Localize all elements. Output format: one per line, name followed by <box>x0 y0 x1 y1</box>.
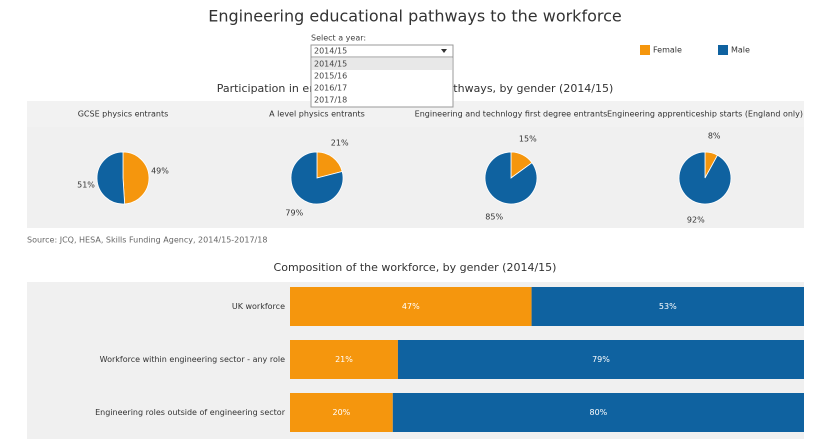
dropdown-option: 2014/15 <box>314 60 347 69</box>
legend-swatch <box>718 45 728 55</box>
bar-segment <box>290 393 393 432</box>
dropdown-option-bg[interactable] <box>312 94 452 106</box>
bar-segment <box>392 393 804 432</box>
bar-segment <box>290 340 398 379</box>
pie-slice <box>122 151 150 205</box>
legend-label: Male <box>731 46 750 55</box>
pie-title: A level physics entrants <box>269 110 365 119</box>
pie-slice <box>316 151 343 179</box>
pie-slice <box>290 151 344 205</box>
dropdown-option: 2015/16 <box>314 72 347 81</box>
category-label: Engineering roles outside of engineering… <box>95 408 286 417</box>
pie-slice <box>678 151 732 205</box>
bar-value-label: 20% <box>333 408 351 417</box>
year-dropdown[interactable]: Select a year: 2014/15 2014/15 2015/16 201… <box>310 34 454 108</box>
pie-title: Engineering apprenticeship starts (Engla… <box>607 110 803 119</box>
dropdown-option: 2016/17 <box>314 84 347 93</box>
pie-value-label: 8% <box>708 132 721 141</box>
dropdown-label: Select a year: <box>311 34 366 43</box>
pie-value-label: 85% <box>485 212 503 221</box>
dropdown-selected: 2014/15 <box>314 47 347 56</box>
source-note: Source: JCQ, HESA, Skills Funding Agency… <box>27 236 267 245</box>
dashboard-title: Engineering educational pathways to the … <box>208 7 621 26</box>
bar-segment <box>531 287 804 326</box>
dropdown-arrow <box>441 49 447 53</box>
pie-slice <box>484 151 538 205</box>
bar-value-label: 79% <box>592 355 610 364</box>
pie-value-label: 92% <box>687 215 705 224</box>
pie-area <box>27 127 804 228</box>
dropdown-option: 2017/18 <box>314 96 347 105</box>
bar-segment <box>397 340 804 379</box>
bar-value-label: 21% <box>335 355 353 364</box>
pie-value-label: 15% <box>519 135 537 144</box>
pie-title: GCSE physics entrants <box>78 110 169 119</box>
dropdown-option-bg[interactable] <box>312 82 452 94</box>
pie-value-label: 49% <box>151 166 169 175</box>
bar-value-label: 47% <box>402 302 420 311</box>
legend-label: Female <box>653 46 682 55</box>
legend-swatch <box>640 45 650 55</box>
category-label: UK workforce <box>232 302 285 311</box>
bar-chart-title: Composition of the workforce, by gender … <box>274 261 557 274</box>
pie-title: Engineering and technlogy first degree e… <box>415 110 608 119</box>
pie-value-label: 21% <box>331 138 349 147</box>
pie-value-label: 79% <box>285 209 303 218</box>
pie-value-label: 51% <box>77 181 95 190</box>
bar-segment <box>290 287 532 326</box>
bar-value-label: 80% <box>590 408 608 417</box>
dropdown-option-bg[interactable] <box>312 70 452 82</box>
category-label: Workforce within engineering sector - an… <box>100 355 285 364</box>
pie-slice <box>96 151 126 205</box>
bar-value-label: 53% <box>659 302 677 311</box>
dropdown-option-bg[interactable] <box>312 58 452 70</box>
